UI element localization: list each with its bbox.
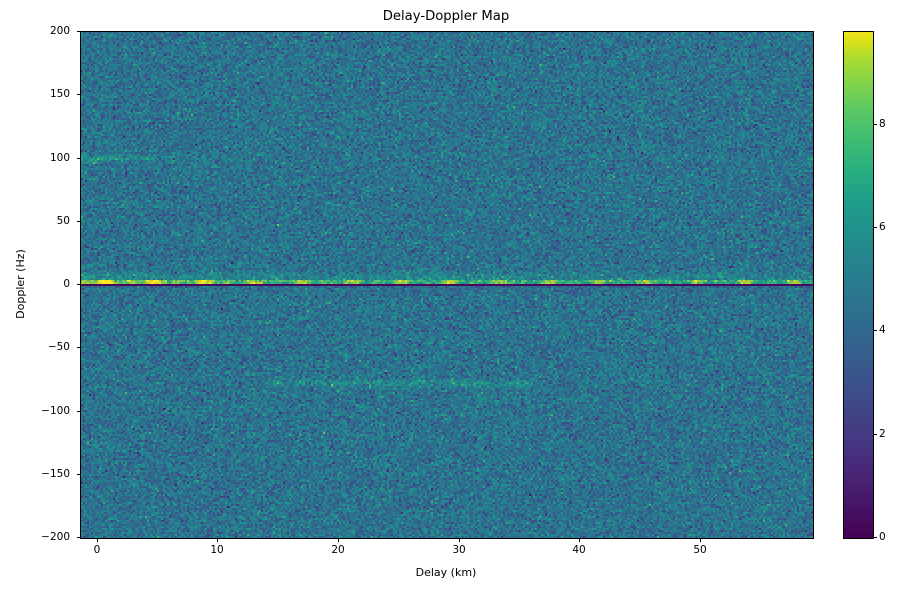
y-tick-label: −200 xyxy=(41,531,70,543)
y-tick-label: 50 xyxy=(56,215,70,227)
y-tick-mark xyxy=(76,221,80,222)
colorbar-tick-label: 2 xyxy=(879,428,886,440)
colorbar-tick-mark xyxy=(873,537,877,538)
x-tick-label: 40 xyxy=(572,544,586,556)
colorbar-tick-label: 8 xyxy=(879,118,886,130)
y-tick-mark xyxy=(76,158,80,159)
y-tick-mark xyxy=(76,284,80,285)
y-tick-mark xyxy=(76,411,80,412)
y-tick-mark xyxy=(76,31,80,32)
x-tick-label: 10 xyxy=(210,544,224,556)
colorbar-tick-label: 6 xyxy=(879,221,886,233)
chart-title: Delay-Doppler Map xyxy=(382,9,510,24)
x-axis-label: Delay (km) xyxy=(415,566,477,579)
x-tick-label: 20 xyxy=(331,544,345,556)
y-tick-label: 200 xyxy=(49,25,70,37)
colorbar-tick-label: 0 xyxy=(879,531,886,543)
delay-doppler-heatmap-axes[interactable] xyxy=(80,31,814,539)
y-tick-mark xyxy=(76,474,80,475)
y-tick-label: 150 xyxy=(49,88,70,100)
colorbar-tick-mark xyxy=(873,124,877,125)
y-tick-label: 0 xyxy=(63,278,70,290)
x-tick-mark xyxy=(217,538,218,542)
x-tick-mark xyxy=(579,538,580,542)
y-tick-mark xyxy=(76,537,80,538)
colorbar-tick-label: 4 xyxy=(879,324,886,336)
x-tick-mark xyxy=(97,538,98,542)
heatmap-image xyxy=(81,32,813,538)
colorbar-tick-mark xyxy=(873,330,877,331)
x-tick-mark xyxy=(700,538,701,542)
y-tick-label: 100 xyxy=(49,152,70,164)
y-tick-label: −50 xyxy=(47,341,70,353)
x-tick-mark xyxy=(459,538,460,542)
colorbar-tick-mark xyxy=(873,227,877,228)
y-tick-mark xyxy=(76,94,80,95)
y-tick-mark xyxy=(76,347,80,348)
y-tick-label: −150 xyxy=(41,468,70,480)
y-tick-label: −100 xyxy=(41,405,70,417)
x-tick-label: 30 xyxy=(452,544,466,556)
x-tick-label: 50 xyxy=(693,544,707,556)
x-tick-mark xyxy=(338,538,339,542)
y-axis-label: Doppler (Hz) xyxy=(14,249,27,319)
colorbar[interactable] xyxy=(843,31,874,539)
x-tick-label: 0 xyxy=(93,544,101,556)
colorbar-tick-mark xyxy=(873,434,877,435)
